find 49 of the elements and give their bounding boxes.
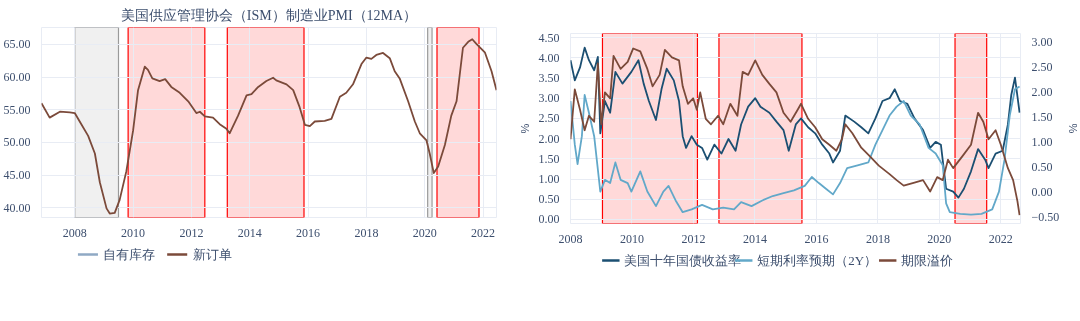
line-series [570,85,1021,216]
y2-tick-label: −0.50 [1031,210,1060,225]
y-tick-label: 3.50 [538,70,560,85]
y-tick-label: 65.00 [3,37,31,52]
y-tick-label: 40.00 [3,200,31,215]
y-tick-label: 2.00 [538,131,560,146]
y-tick-label: 3.00 [538,91,560,106]
line-series [41,38,497,215]
y-axis-title: % [518,123,531,134]
x-tick-label: 2008 [558,231,583,246]
x-tick-label: 2016 [804,231,829,246]
x-tick-label: 2008 [62,225,87,240]
y2-tick-label: 2.50 [1031,60,1053,75]
y2-axis-title: % [1067,123,1080,134]
x-tick-label: 2022 [471,225,496,240]
y-tick-label: 0.50 [538,192,560,207]
y-tick-label: 2.50 [538,111,560,126]
y-tick-label: 4.50 [538,30,560,45]
y-tick-label: 1.50 [538,151,560,166]
x-tick-label: 2016 [296,225,321,240]
x-tick-label: 2022 [988,231,1013,246]
x-tick-label: 2012 [179,225,204,240]
x-tick-label: 2018 [354,225,379,240]
y2-tick-label: 1.50 [1031,110,1053,125]
x-tick-label: 2020 [927,231,952,246]
x-tick-label: 2014 [237,225,262,240]
chart-title: 美国供应管理协会（ISM）制造业PMI（12MA） [120,7,418,23]
y-tick-label: 60.00 [3,70,31,85]
legend-label: 自有库存 [103,247,156,262]
legend-label: 期限溢价 [901,253,954,268]
x-tick-label: 2020 [412,225,437,240]
y-tick-label: 55.00 [3,102,31,117]
y2-tick-label: 0.00 [1031,185,1053,200]
x-tick-label: 2014 [742,231,767,246]
y-tick-label: 50.00 [3,135,31,150]
y2-tick-label: 2.00 [1031,85,1053,100]
y-tick-label: 1.00 [538,172,560,187]
x-tick-label: 2012 [681,231,706,246]
legend-label: 新订单 [192,247,232,262]
x-tick-label: 2010 [619,231,644,246]
y2-tick-label: 0.50 [1031,160,1053,175]
x-tick-label: 2018 [865,231,890,246]
y2-tick-label: 3.00 [1031,35,1053,50]
y2-tick-label: 1.00 [1031,135,1053,150]
y-tick-label: 4.00 [538,50,560,65]
y-tick-label: 45.00 [3,168,31,183]
x-tick-label: 2010 [121,225,146,240]
legend-label: 短期利率预期（2Y） [757,253,878,268]
y-tick-label: 0.00 [538,212,560,227]
